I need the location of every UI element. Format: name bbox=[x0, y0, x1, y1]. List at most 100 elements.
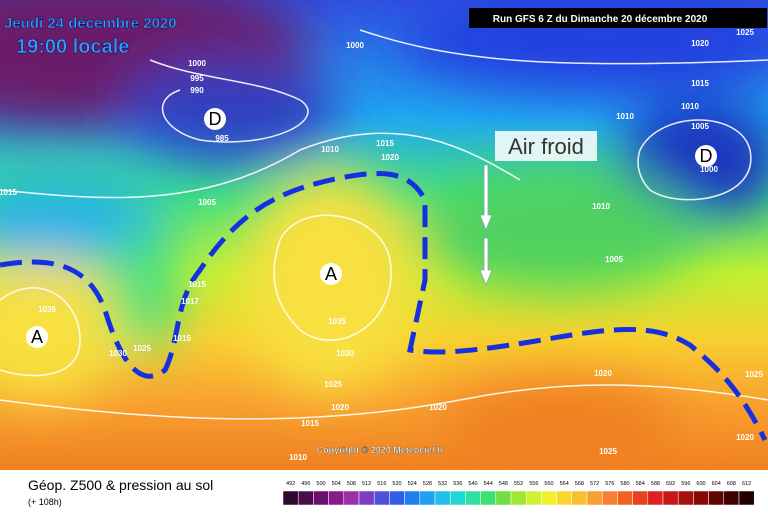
scale-label: 596 bbox=[681, 481, 690, 487]
scale-cell bbox=[510, 490, 527, 506]
isobar-label: 1035 bbox=[38, 305, 56, 314]
isobar-label: 1015 bbox=[301, 419, 319, 428]
isobar-label: 1025 bbox=[745, 370, 763, 379]
cold-front-line bbox=[0, 171, 768, 442]
scale-label: 592 bbox=[666, 481, 675, 487]
isobar-label: 1015 bbox=[173, 334, 191, 343]
scale-label: 528 bbox=[423, 481, 432, 487]
scale-label: 516 bbox=[377, 481, 386, 487]
cold-air-arrows bbox=[479, 164, 493, 287]
scale-cell bbox=[693, 490, 709, 506]
color-scale: 492 496 500 504 508 512 516 520 524 528 532 536 540 5… bbox=[282, 481, 755, 506]
isobar-label: 1025 bbox=[599, 447, 617, 456]
isobar-label: 1010 bbox=[321, 145, 339, 154]
isobar-label: 1020 bbox=[331, 403, 349, 412]
isobar-label: 1025 bbox=[736, 28, 754, 37]
scale-cell bbox=[465, 490, 481, 506]
run: Run GFS 6 Z du Dimanche 20 décembre 2020 bbox=[493, 14, 708, 25]
scale-label: 564 bbox=[560, 481, 569, 487]
scale-label: 512 bbox=[362, 481, 371, 487]
isobar-label: 1035 bbox=[328, 317, 346, 326]
isobar-label: 1030 bbox=[109, 349, 127, 358]
scale-label: 536 bbox=[453, 481, 462, 487]
center-label: A bbox=[31, 327, 43, 347]
isobar-label: 1020 bbox=[691, 39, 709, 48]
pressure-centers: D D A A bbox=[26, 108, 717, 348]
annotation: Air froid bbox=[508, 134, 584, 159]
center-label: D bbox=[700, 146, 713, 166]
scale-label: 556 bbox=[529, 481, 538, 487]
isobar-label: 1010 bbox=[616, 112, 634, 121]
scale-label: 508 bbox=[347, 481, 356, 487]
scale-cell bbox=[708, 490, 725, 506]
isobar-label: 1025 bbox=[324, 380, 342, 389]
scale-label: 584 bbox=[636, 481, 645, 487]
isobar-labels: 1000 1000 995 990 985 1010 1015 1020 1005 1015 103… bbox=[0, 28, 763, 462]
isobar-label: 1020 bbox=[429, 403, 447, 412]
scale-label: 496 bbox=[301, 481, 310, 487]
isobar-label: 985 bbox=[215, 134, 229, 143]
isobar-label: 1015 bbox=[188, 280, 206, 289]
scale-label: 532 bbox=[438, 481, 447, 487]
scale-label: 524 bbox=[408, 481, 417, 487]
scale-cell bbox=[343, 490, 360, 506]
scale-cell bbox=[373, 490, 390, 506]
scale-cell bbox=[480, 490, 497, 506]
scale-cell bbox=[282, 490, 299, 506]
center-label: D bbox=[209, 109, 222, 129]
scale-label: 548 bbox=[499, 481, 508, 487]
isobar-label: 1005 bbox=[605, 255, 623, 264]
scale-cell bbox=[677, 490, 694, 506]
isobar-label: 1000 bbox=[700, 165, 718, 174]
scale-label: 540 bbox=[468, 481, 477, 487]
scale-cell bbox=[662, 490, 679, 506]
scale-cell bbox=[632, 490, 649, 506]
scale-cell bbox=[404, 490, 421, 506]
map-background bbox=[0, 0, 768, 480]
isobar-label: 1020 bbox=[736, 433, 754, 442]
scale-cell bbox=[586, 490, 603, 506]
scale-cell bbox=[556, 490, 573, 506]
time: 19:00 locale bbox=[16, 36, 129, 58]
isobar-label: 990 bbox=[190, 86, 204, 95]
scale-cell bbox=[617, 490, 633, 506]
center-marker bbox=[695, 145, 717, 167]
scale-cell bbox=[313, 490, 329, 506]
scale-label: 588 bbox=[651, 481, 660, 487]
scale-cell bbox=[601, 490, 618, 506]
isobar-label: 1000 bbox=[188, 59, 206, 68]
scale-cell bbox=[389, 490, 405, 506]
scale-cell bbox=[495, 490, 512, 506]
scale-cell bbox=[328, 490, 345, 506]
scale-label: 600 bbox=[696, 481, 705, 487]
scale-label: 576 bbox=[605, 481, 614, 487]
isobar-label: 1017 bbox=[181, 297, 199, 306]
isobar-label: 1030 bbox=[336, 349, 354, 358]
isobar-label: 995 bbox=[190, 74, 204, 83]
isobar-label: 1015 bbox=[0, 188, 17, 197]
center-marker bbox=[204, 108, 226, 130]
center-label: A bbox=[325, 264, 337, 284]
isobar-label: 1000 bbox=[346, 41, 364, 50]
footer-subtitle: (+ 108h) bbox=[28, 497, 62, 507]
scale-label: 608 bbox=[727, 481, 736, 487]
scale-label: 572 bbox=[590, 481, 599, 487]
footer-title: Géop. Z500 & pression au sol bbox=[28, 477, 213, 493]
scale-cell bbox=[419, 490, 436, 506]
scale-label: 612 bbox=[742, 481, 751, 487]
scale-label: 500 bbox=[316, 481, 325, 487]
scale-label: 580 bbox=[620, 481, 629, 487]
scale-cell bbox=[358, 490, 375, 506]
isobars bbox=[0, 29, 768, 420]
scale-cell bbox=[571, 490, 588, 506]
scale-cell bbox=[541, 490, 557, 506]
run-box bbox=[469, 8, 767, 28]
isobar-label: 1015 bbox=[376, 139, 394, 148]
scale-cell bbox=[449, 490, 466, 506]
scale-label: 568 bbox=[575, 481, 584, 487]
isobar-label: 1010 bbox=[592, 202, 610, 211]
center-marker bbox=[320, 263, 342, 285]
scale-label: 560 bbox=[544, 481, 553, 487]
isobar-label: 1020 bbox=[381, 153, 399, 162]
